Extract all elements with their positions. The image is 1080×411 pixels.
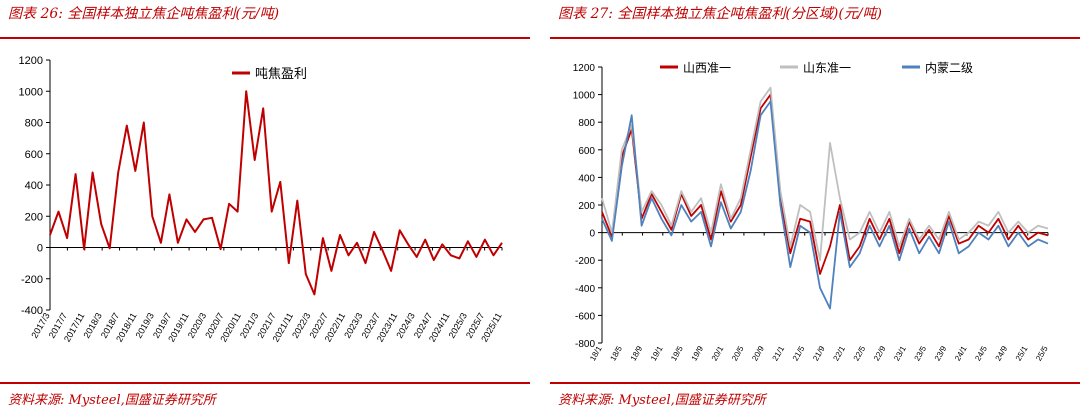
y-tick-label: 200 [25, 211, 43, 223]
title-rule [550, 37, 1080, 39]
x-tick-label: 24/1 [953, 344, 969, 362]
y-tick-label: 0 [589, 229, 595, 240]
x-tick-label: 25/1 [1014, 344, 1030, 362]
x-tick-label: 21/5 [791, 344, 807, 362]
x-tick-label: 23/1 [892, 344, 908, 362]
x-tick-label: 23/5 [913, 344, 929, 362]
profit-line-chart: -400-2000200400600800100012002017/32017/… [19, 55, 504, 344]
y-tick-label: 800 [25, 118, 43, 130]
x-tick-label: 21/1 [771, 344, 787, 362]
title-rule [0, 37, 530, 39]
figure-title: 图表 27: 全国样本独立焦企吨焦盈利(分区域)(元/吨) [558, 6, 882, 22]
y-tick-label: -200 [575, 256, 595, 267]
x-tick-label: 24/5 [973, 344, 989, 362]
legend-label: 内蒙二级 [925, 61, 973, 75]
x-tick-label: 22/9 [872, 344, 888, 362]
x-tick-label: 21/9 [811, 344, 827, 362]
y-tick-label: 1000 [19, 86, 43, 98]
source-rule [0, 382, 530, 384]
x-tick-label: 20/1 [710, 344, 726, 362]
x-tick-label: 25/5 [1034, 344, 1050, 362]
x-tick-label: 24/9 [994, 344, 1010, 362]
source-rule [550, 382, 1080, 384]
legend-label: 山西准一 [683, 61, 731, 75]
y-tick-label: -400 [21, 305, 43, 317]
figure-27: 图表 27: 全国样本独立焦企吨焦盈利(分区域)(元/吨) -800 -600 -4… [550, 0, 1080, 411]
y-tick-label: 1200 [19, 55, 43, 67]
x-tick-label: 20/9 [750, 344, 766, 362]
y-tick-label: 400 [25, 180, 43, 192]
y-tick-label: 1200 [573, 63, 596, 74]
y-tick-label: 600 [578, 146, 595, 157]
series-line-1 [49, 90, 503, 296]
y-tick-label: 1000 [573, 91, 596, 102]
x-tick-label: 18/9 [629, 344, 645, 362]
x-tick-label: 22/5 [852, 344, 868, 362]
figure-title: 图表 26: 全国样本独立焦企吨焦盈利(元/吨) [8, 6, 280, 22]
y-tick-label: 800 [578, 118, 595, 129]
x-tick-label: 19/1 [649, 344, 665, 362]
x-tick-label: 19/5 [669, 344, 685, 362]
y-tick-label: 600 [25, 149, 43, 161]
series-line-2 [601, 86, 1049, 262]
legend-label: 吨焦盈利 [255, 66, 307, 81]
figure-source: 资料来源: Mysteel,国盛证券研究所 [8, 393, 216, 408]
y-tick-label: 400 [578, 173, 595, 184]
x-tick-label: 22/1 [831, 344, 847, 362]
x-tick-label: 23/9 [933, 344, 949, 362]
series-line-1 [601, 93, 1049, 275]
y-tick-label: -600 [575, 311, 595, 322]
regional-profit-line-chart: -800 -600 -400 -200 0 200 400 600 800 1000 1200 18/… [573, 61, 1050, 362]
x-tick-label: 19/9 [690, 344, 706, 362]
figure-source: 资料来源: Mysteel,国盛证券研究所 [558, 393, 766, 408]
figure-26: 图表 26: 全国样本独立焦企吨焦盈利(元/吨) -400 -200 0 200 400… [0, 0, 530, 411]
x-tick-label: 20/5 [730, 344, 746, 362]
y-tick-label: -200 [21, 274, 43, 286]
y-tick-label: 200 [578, 201, 595, 212]
legend-label: 山东准一 [803, 61, 851, 75]
y-tick-label: -400 [575, 284, 595, 295]
x-tick-label: 18/5 [608, 344, 624, 362]
series-line-3 [601, 100, 1049, 310]
y-tick-label: -800 [575, 339, 595, 350]
y-tick-label: 0 [37, 243, 43, 255]
